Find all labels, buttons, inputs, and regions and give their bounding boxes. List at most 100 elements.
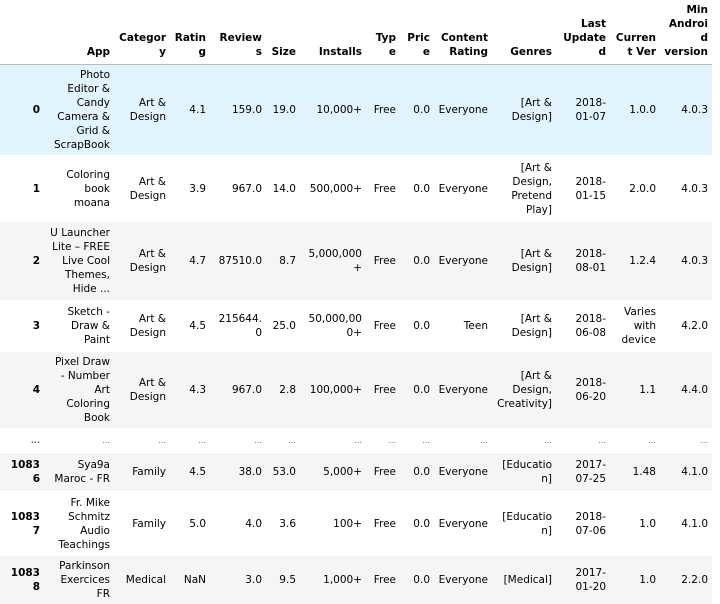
- cell-type: Free: [373, 574, 396, 586]
- cell-reviews: 87510.0: [218, 255, 262, 267]
- cell-rating: NaN: [183, 574, 206, 586]
- column-header-genres: Genres: [492, 0, 556, 65]
- cell-genres: [Art & Design, Creativity]: [497, 370, 552, 410]
- cell-app: ...: [102, 435, 110, 445]
- row-index: 0: [32, 104, 40, 116]
- row-index: 10837: [10, 510, 40, 537]
- cell-min-android-version: 4.0.3: [681, 104, 708, 116]
- column-header-current-ver: Current Ver: [610, 0, 660, 65]
- cell-last-updated: 2018-06-08: [575, 313, 606, 339]
- cell-genres: [Education]: [502, 510, 552, 537]
- cell-rating: 5.0: [189, 517, 206, 530]
- cell-price: 0.0: [413, 574, 430, 586]
- column-header-rating: Rating: [170, 0, 210, 65]
- cell-size: 19.0: [272, 104, 296, 116]
- cell-reviews: 967.0: [231, 182, 262, 195]
- column-header-price: Price: [400, 0, 434, 65]
- cell-installs: 5,000,000+: [308, 248, 362, 274]
- table-row: 4 Pixel Draw - Number Art Coloring Book Ar…: [0, 352, 712, 428]
- row-index: 1: [32, 182, 40, 195]
- cell-content-rating: ...: [480, 435, 488, 445]
- table-row: 10838 Parkinson Exercices FR Medical NaN 3.0…: [0, 556, 712, 604]
- cell-installs: ...: [354, 435, 362, 445]
- table-row: 10837 Fr. Mike Schmitz Audio Teachings Fam…: [0, 491, 712, 556]
- cell-min-android-version: 4.0.3: [681, 255, 708, 267]
- column-header-size: Size: [266, 0, 300, 65]
- cell-installs: 5,000+: [323, 466, 362, 478]
- cell-size: 9.5: [279, 574, 296, 586]
- cell-type: Free: [373, 517, 396, 530]
- cell-size: 2.8: [279, 384, 296, 396]
- cell-price: 0.0: [413, 517, 430, 530]
- column-header-min-android-version: Min Android version: [660, 0, 712, 65]
- cell-app: Sya9a Maroc - FR: [54, 459, 110, 485]
- cell-size: 8.7: [279, 255, 296, 267]
- column-header-last-updated: Last Updated: [556, 0, 610, 65]
- table-row: 3 Sketch - Draw & Paint Art & Design 4.5 215…: [0, 300, 712, 352]
- cell-content-rating: Everyone: [438, 182, 488, 195]
- cell-genres: [Medical]: [503, 574, 552, 586]
- cell-category: Art & Design: [129, 97, 166, 123]
- row-index: 10838: [10, 567, 40, 593]
- cell-type: Free: [373, 466, 396, 478]
- column-header-category: Category: [114, 0, 170, 65]
- cell-category: Family: [132, 517, 166, 530]
- cell-content-rating: Everyone: [438, 517, 488, 530]
- table-row: 0 Photo Editor & Candy Camera & Grid & Sc…: [0, 64, 712, 155]
- cell-category: Art & Design: [129, 248, 166, 274]
- cell-rating: 4.5: [189, 466, 206, 478]
- cell-current-ver: 1.1: [639, 384, 656, 396]
- cell-price: 0.0: [413, 320, 430, 332]
- cell-content-rating: Everyone: [438, 255, 488, 267]
- cell-size: 25.0: [272, 320, 296, 332]
- cell-category: Family: [132, 466, 166, 478]
- cell-size: 3.6: [279, 517, 296, 530]
- cell-size: 53.0: [272, 466, 296, 478]
- cell-content-rating: Everyone: [438, 466, 488, 478]
- cell-size: 14.0: [272, 182, 296, 195]
- cell-genres: [Education]: [502, 459, 552, 485]
- cell-min-android-version: 4.4.0: [681, 384, 708, 396]
- cell-min-android-version: 4.1.0: [681, 466, 708, 478]
- cell-current-ver: ...: [648, 435, 656, 445]
- cell-current-ver: 1.0: [639, 574, 656, 586]
- row-index: 4: [32, 384, 40, 396]
- cell-installs: 1,000+: [323, 574, 362, 586]
- cell-app: U Launcher Lite – FREE Live Cool Themes,…: [50, 227, 110, 295]
- cell-min-android-version: ...: [700, 435, 708, 445]
- cell-type: Free: [373, 255, 396, 267]
- column-header-content-rating: Content Rating: [434, 0, 492, 65]
- cell-reviews: 38.0: [238, 466, 262, 478]
- cell-type: Free: [373, 104, 396, 116]
- cell-content-rating: Everyone: [438, 104, 488, 116]
- cell-app: Photo Editor & Candy Camera & Grid & Scr…: [54, 69, 110, 151]
- cell-type: ...: [388, 435, 396, 445]
- cell-type: Free: [373, 320, 396, 332]
- cell-current-ver: 1.0: [639, 517, 656, 530]
- cell-last-updated: 2018-08-01: [575, 248, 606, 274]
- table-row: 2 U Launcher Lite – FREE Live Cool Themes…: [0, 222, 712, 300]
- cell-last-updated: ...: [598, 435, 606, 445]
- header-row: App Category Rating Reviews Size Installs Type…: [0, 0, 712, 65]
- cell-content-rating: Everyone: [438, 384, 488, 396]
- cell-last-updated: 2018-06-20: [575, 377, 606, 403]
- cell-min-android-version: 4.1.0: [681, 517, 708, 530]
- cell-type: Free: [373, 182, 396, 195]
- cell-reviews: 159.0: [231, 104, 262, 116]
- cell-genres: [Art & Design]: [511, 97, 552, 123]
- cell-last-updated: 2017-07-25: [575, 459, 606, 485]
- cell-genres: ...: [544, 435, 552, 445]
- cell-current-ver: 1.2.4: [629, 255, 656, 267]
- cell-reviews: 967.0: [231, 384, 262, 396]
- cell-size: ...: [288, 435, 296, 445]
- cell-app: Sketch - Draw & Paint: [67, 306, 110, 346]
- cell-app: Parkinson Exercices FR: [59, 560, 110, 600]
- cell-last-updated: 2018-07-06: [575, 510, 606, 537]
- cell-app: Fr. Mike Schmitz Audio Teachings: [58, 496, 110, 551]
- cell-rating: 4.7: [189, 255, 206, 267]
- cell-installs: 50,000,000+: [308, 313, 362, 339]
- cell-installs: 10,000+: [316, 104, 362, 116]
- cell-price: 0.0: [413, 384, 430, 396]
- column-header-installs: Installs: [300, 0, 366, 65]
- cell-reviews: 215644.0: [218, 313, 262, 339]
